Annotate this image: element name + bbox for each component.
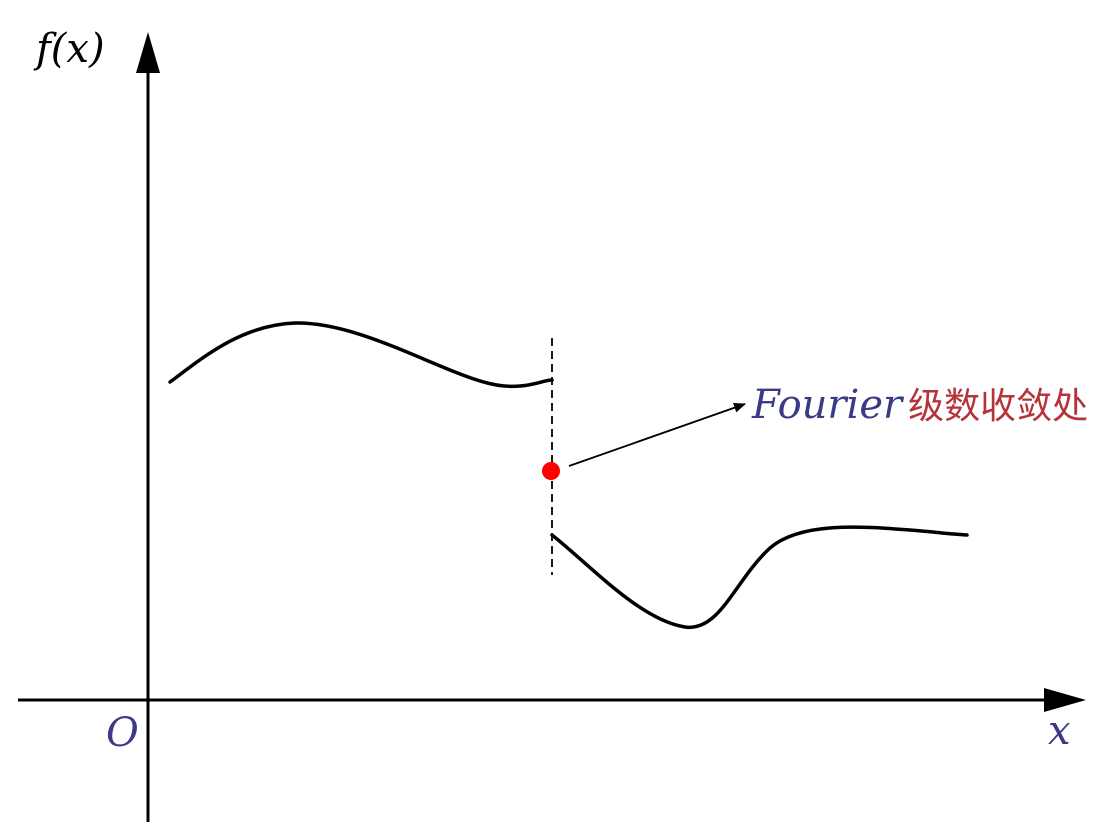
origin-label: O [106, 710, 139, 756]
annotation-arrow [568, 402, 746, 467]
annotation-term: Fourier [751, 382, 905, 428]
annotation-label: Fourier 级数收敛处 [751, 382, 1088, 428]
annotation-text: 级数收敛处 [908, 386, 1088, 427]
y-axis-label: f(x) [33, 26, 105, 72]
y-axis-arrowhead [136, 32, 160, 73]
x-axis-label: x [1048, 708, 1071, 754]
curve-right-segment [550, 525, 969, 629]
convergence-point [542, 462, 560, 480]
x-axis-arrowhead [1044, 688, 1086, 712]
curve-left-segment [168, 321, 554, 389]
